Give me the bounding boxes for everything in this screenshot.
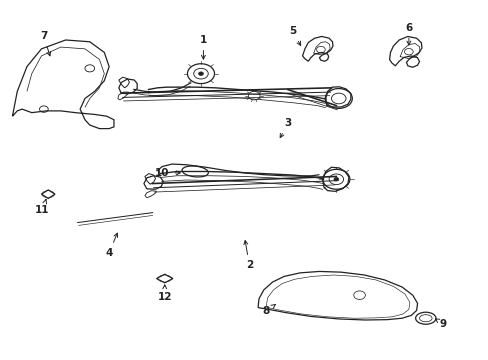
Circle shape: [198, 72, 203, 76]
Circle shape: [333, 177, 338, 181]
Text: 4: 4: [105, 233, 117, 258]
Text: 6: 6: [405, 23, 412, 45]
Text: 2: 2: [244, 240, 252, 270]
Text: 8: 8: [262, 305, 275, 316]
Text: 11: 11: [35, 199, 50, 215]
Text: 7: 7: [40, 31, 51, 56]
Text: 1: 1: [200, 35, 206, 59]
Text: 5: 5: [288, 26, 300, 45]
Text: 12: 12: [157, 285, 172, 302]
Text: 10: 10: [155, 168, 180, 178]
Text: 9: 9: [434, 319, 446, 329]
Text: 3: 3: [280, 118, 291, 138]
